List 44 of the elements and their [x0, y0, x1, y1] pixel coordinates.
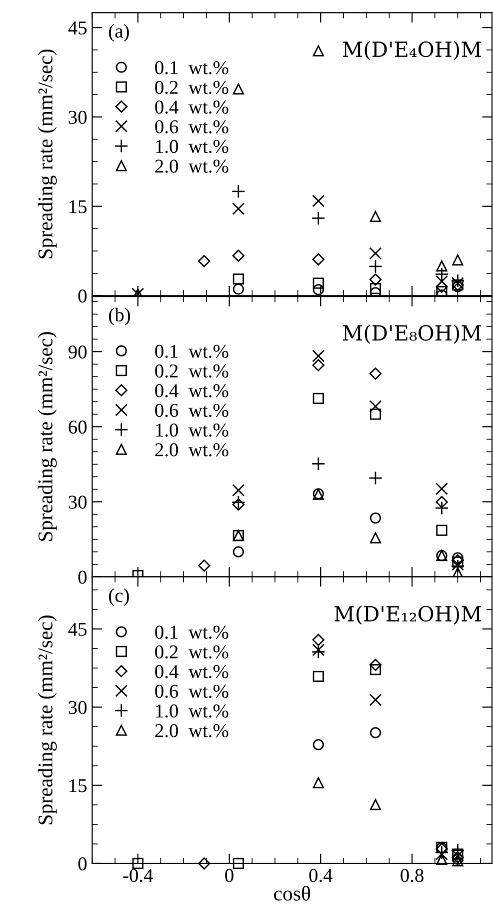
legend-label: 0.6 wt.%	[155, 120, 228, 134]
y-axis-title: Spreading rate (mm²/sec)	[38, 50, 57, 258]
legend-label: 1.0 wt.%	[156, 424, 228, 437]
y-tick-label: 30	[68, 110, 87, 124]
annotation: (a)	[109, 24, 129, 42]
x-tick-label: 0.8	[400, 868, 424, 882]
legend-label: 0.2 wt.%	[155, 80, 228, 94]
legend-label: 0.2 wt.%	[155, 364, 228, 378]
legend-label: 1.0 wt.%	[156, 140, 228, 154]
y-tick-label: 15	[70, 200, 87, 214]
legend-label: 0.4 wt.%	[155, 384, 228, 398]
y-tick-label: 45	[68, 622, 87, 636]
legend-label: 2.0 wt.%	[155, 160, 228, 173]
y-tick-label: 30	[68, 496, 87, 509]
y-tick-label: 45	[68, 22, 87, 35]
y-tick-label: 90	[68, 345, 87, 359]
x-tick-label: 0	[225, 868, 234, 882]
legend-label: 0.4 wt.%	[155, 665, 228, 678]
y-tick-label: 0	[78, 290, 87, 303]
x-tick-label: -0.4	[123, 868, 153, 882]
y-tick-label: 15	[70, 779, 87, 792]
annotation: M(D'E₈OH)M	[342, 324, 481, 344]
y-axis-title: Spreading rate (mm²/sec)	[38, 332, 57, 541]
legend-label: 2.0 wt.%	[155, 443, 228, 456]
legend-label: 0.6 wt.%	[155, 684, 228, 698]
legend-label: 0.4 wt.%	[155, 100, 228, 114]
legend-label: 0.1 wt.%	[155, 61, 228, 74]
legend-label: 0.6 wt.%	[155, 404, 228, 418]
annotation: M(D'E₁₂OH)M	[334, 606, 481, 625]
legend-label: 0.2 wt.%	[155, 645, 228, 659]
y-tick-label: 0	[78, 570, 87, 584]
legend-label: 2.0 wt.%	[155, 724, 228, 738]
legend-label: 1.0 wt.%	[156, 704, 228, 718]
y-tick-label: 30	[68, 700, 87, 714]
annotation: M(D'E₄OH)M	[342, 40, 481, 60]
y-tick-label: 0	[78, 857, 87, 870]
x-tick-label: 0.4	[309, 868, 333, 882]
y-axis-title: Spreading rate (mm²/sec)	[38, 616, 57, 824]
annotation: (b)	[109, 308, 130, 326]
y-tick-label: 60	[68, 420, 87, 434]
x-axis-title: cosθ	[274, 886, 310, 901]
legend-label: 0.1 wt.%	[155, 344, 228, 358]
legend-label: 0.1 wt.%	[155, 626, 228, 639]
annotation: (c)	[109, 588, 129, 606]
